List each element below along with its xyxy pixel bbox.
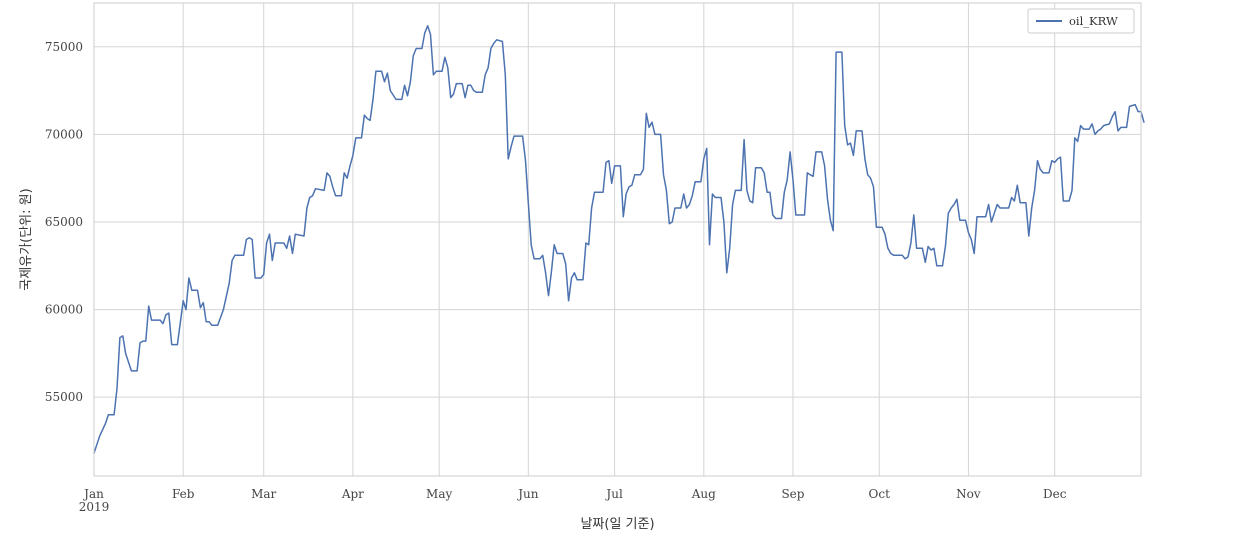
x-tick-label: Sep (781, 487, 804, 501)
x-tick-label: Jun (516, 487, 539, 501)
series-layer (93, 25, 1145, 454)
x-axis-year-label: 2019 (79, 500, 110, 514)
x-tick-label: Mar (251, 487, 276, 501)
x-tick-label: Nov (956, 487, 981, 501)
y-axis-label: 국제유가(단위: 원) (19, 188, 34, 290)
legend-box (1027, 8, 1135, 34)
y-tick-label: 70000 (45, 127, 83, 141)
legend: oil_KRW (1027, 8, 1135, 34)
y-tick-label: 60000 (45, 303, 83, 317)
x-tick-label: Jul (604, 487, 623, 501)
y-tick-label: 55000 (45, 390, 83, 404)
y-tick-label: 65000 (45, 215, 83, 229)
x-tick-label: Jan (82, 487, 104, 501)
x-axis-label: 날짜(일 기준) (580, 517, 654, 532)
x-tick-label: Oct (869, 487, 891, 501)
x-tick-label: Apr (341, 487, 364, 501)
x-tick-label: Dec (1043, 487, 1067, 501)
x-tick-label: May (426, 487, 452, 501)
x-tick-label: Feb (172, 487, 195, 501)
y-axis-ticks: 55000 60000 65000 70000 75000 (45, 40, 83, 404)
x-axis-ticks: Jan Feb Mar Apr May Jun Jul Aug Sep Oct Nov Dec (82, 487, 1067, 501)
y-tick-label: 75000 (45, 40, 83, 54)
x-tick-label: Aug (691, 487, 716, 501)
plot-frame (93, 2, 1142, 477)
legend-label-oil-krw: oil_KRW (1069, 14, 1118, 28)
series-line-oil-krw (93, 25, 1145, 454)
